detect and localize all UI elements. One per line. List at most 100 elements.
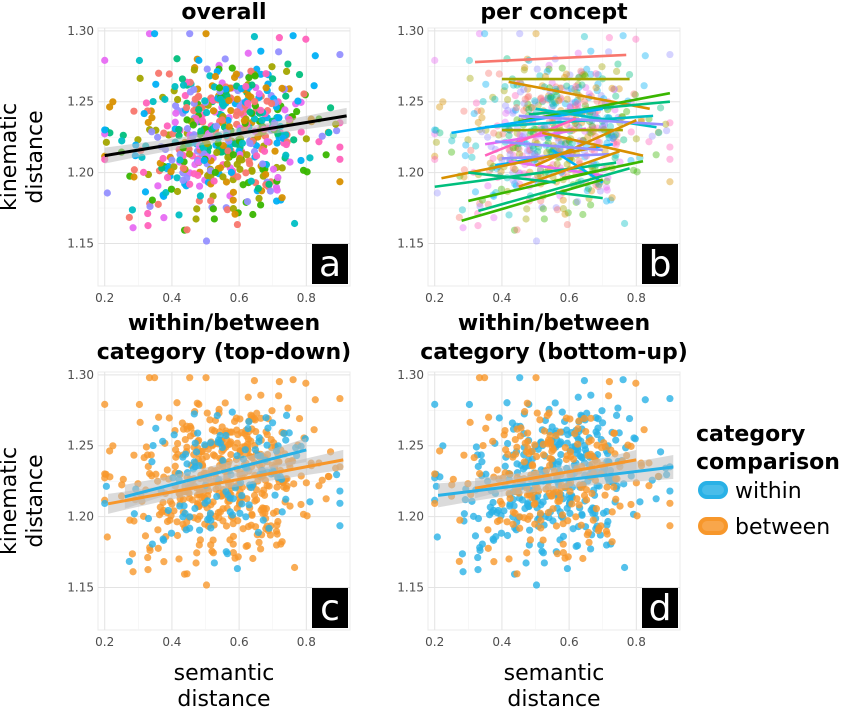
between-point [192, 559, 200, 567]
between-point [299, 510, 308, 518]
data-point [267, 99, 276, 108]
data-point [505, 132, 513, 140]
panel-letter: c [320, 588, 340, 629]
data-point [119, 131, 127, 139]
data-point [606, 122, 615, 131]
within-point [532, 581, 541, 589]
panel-letter-badge [642, 588, 678, 628]
data-point [176, 156, 184, 164]
data-point [557, 94, 565, 102]
within-point [226, 508, 234, 516]
within-point [666, 487, 674, 495]
data-point [610, 85, 618, 94]
within-point [102, 482, 110, 490]
between-point [530, 500, 538, 509]
data-point [558, 137, 566, 145]
data-point [547, 93, 555, 101]
between-point [128, 550, 137, 558]
x-tick-label: 0.4 [492, 291, 511, 305]
data-point [491, 95, 499, 103]
data-point [596, 187, 604, 195]
data-point [272, 197, 281, 205]
data-point [571, 86, 579, 94]
data-point [571, 102, 579, 110]
within-point [194, 429, 202, 437]
data-point [537, 94, 545, 102]
within-point [519, 465, 527, 473]
y-tick-label: 1.30 [67, 368, 94, 382]
between-point [207, 541, 215, 549]
data-point [474, 118, 482, 127]
data-point [520, 131, 528, 139]
x-tick-label: 0.8 [297, 291, 316, 305]
data-point [275, 48, 283, 56]
data-point [460, 107, 468, 115]
data-point [531, 97, 539, 105]
within-point [216, 439, 225, 447]
concept-fit-line [478, 167, 630, 213]
x-tick-label: 0.4 [162, 635, 181, 649]
within-point [525, 502, 533, 510]
x-tick-label: 0.8 [627, 291, 646, 305]
data-point [592, 84, 600, 92]
data-point [144, 222, 152, 230]
data-point [150, 30, 159, 38]
between-point [579, 554, 587, 563]
y-axis-label: kinematic distance [0, 103, 48, 211]
between-point [498, 500, 506, 508]
data-point [562, 70, 571, 78]
data-point [528, 150, 536, 158]
within-point [497, 529, 506, 537]
data-point [477, 107, 485, 115]
data-point [271, 147, 279, 155]
data-point [605, 48, 613, 56]
data-point [245, 74, 253, 82]
between-point [135, 400, 144, 409]
data-point [552, 204, 560, 212]
between-point [160, 558, 168, 566]
data-point [240, 117, 248, 125]
data-point [163, 173, 172, 182]
between-point [489, 437, 497, 445]
data-point [546, 95, 555, 103]
between-point [540, 427, 549, 435]
data-point [527, 103, 536, 112]
data-point [200, 156, 208, 165]
between-point [243, 541, 252, 550]
data-point [632, 135, 640, 143]
data-point [190, 85, 198, 94]
data-point [578, 68, 586, 77]
within-point [280, 429, 288, 438]
between-point [503, 518, 511, 526]
data-point [610, 85, 619, 93]
data-point [532, 237, 541, 245]
between-point [608, 508, 616, 516]
data-point [567, 103, 575, 111]
data-point [225, 123, 233, 131]
data-point [262, 84, 270, 92]
data-point [232, 111, 240, 120]
between-point [584, 528, 593, 537]
x-tick-label: 0.2 [425, 291, 444, 305]
within-point [306, 498, 314, 506]
data-point [592, 70, 600, 78]
within-point [336, 499, 344, 507]
data-point [432, 126, 440, 134]
data-point [210, 215, 218, 223]
between-point [178, 419, 187, 427]
between-point [585, 538, 593, 547]
data-point [436, 129, 444, 137]
x-tick-label: 0.4 [162, 291, 181, 305]
between-point [231, 554, 239, 562]
data-point [206, 72, 214, 80]
data-point [190, 66, 198, 74]
between-point [547, 455, 556, 463]
between-point [539, 451, 548, 459]
between-point [549, 445, 558, 454]
between-point [554, 497, 562, 505]
between-point [251, 416, 259, 424]
data-point [654, 128, 663, 136]
between-point [587, 414, 595, 422]
between-point [203, 409, 211, 417]
within-point [555, 441, 563, 449]
